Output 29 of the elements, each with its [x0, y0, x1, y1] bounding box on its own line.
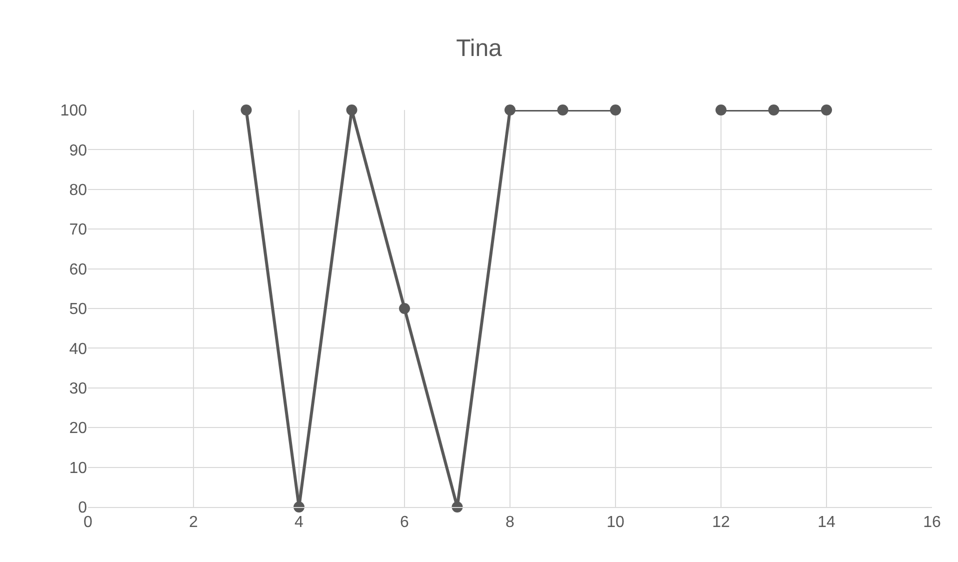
- y-tick-label: 40: [69, 340, 88, 358]
- y-tick-label: 60: [69, 261, 88, 278]
- point: [504, 104, 516, 116]
- y-tick-label: 30: [69, 380, 88, 398]
- y-tick-label: 90: [69, 142, 88, 160]
- x-tick-label: 4: [294, 514, 304, 532]
- x-tick-label: 16: [923, 514, 941, 532]
- y-tick-label: 0: [78, 500, 88, 517]
- point: [240, 104, 252, 116]
- point: [346, 104, 358, 116]
- point: [557, 104, 568, 116]
- y-tick-label: 50: [69, 301, 88, 318]
- x-tick-label: 12: [712, 514, 730, 532]
- y-tick-label: 80: [69, 182, 88, 199]
- y-tick-label: 20: [69, 420, 88, 438]
- y-tick-label: 10: [69, 460, 88, 477]
- y-tick-label: 70: [69, 222, 88, 239]
- x-tick-label: 14: [818, 514, 836, 532]
- point: [399, 303, 410, 314]
- x-tick-label: 6: [400, 514, 410, 532]
- point: [716, 104, 726, 116]
- point: [610, 104, 621, 116]
- x-tick-label: 8: [506, 514, 515, 532]
- point: [768, 104, 780, 116]
- point: [821, 104, 832, 116]
- y-tick-label: 100: [60, 102, 88, 120]
- x-tick-label: 2: [189, 514, 198, 532]
- chart-title: Tina: [456, 35, 503, 62]
- x-tick-label: 10: [606, 514, 624, 532]
